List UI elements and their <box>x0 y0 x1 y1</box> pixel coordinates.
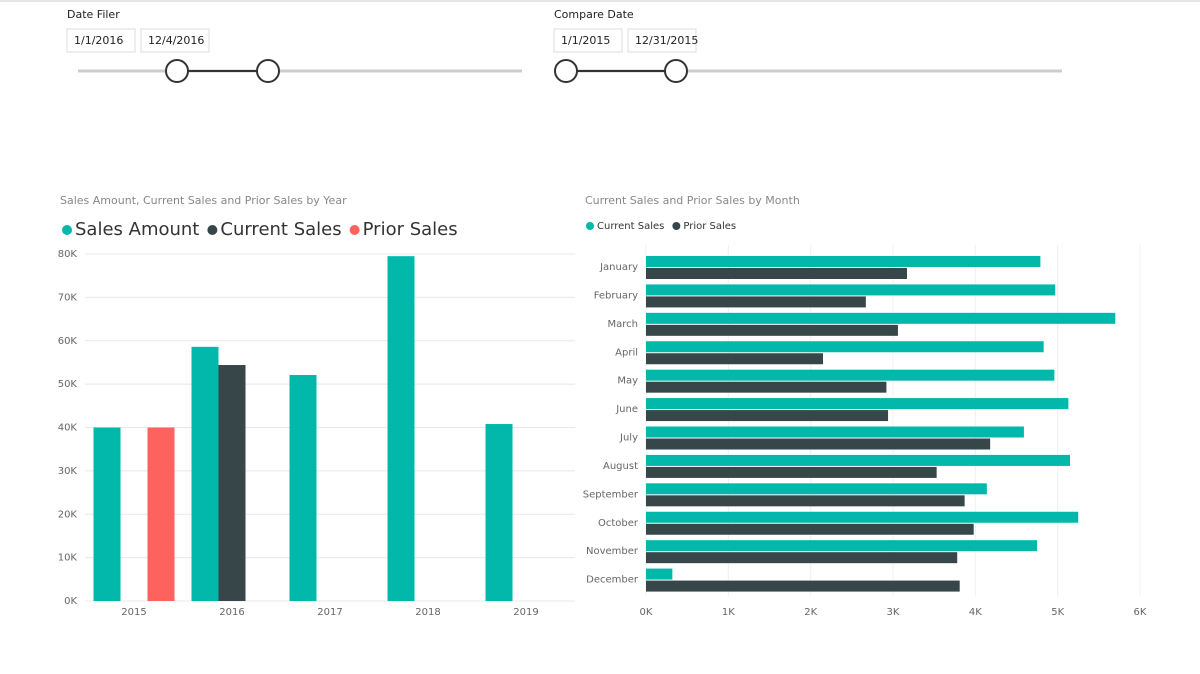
x-tick-label: 3K <box>887 607 900 618</box>
y-tick-label: December <box>586 575 639 586</box>
y-tick-label: 70K <box>58 292 78 303</box>
bar <box>387 256 415 601</box>
x-tick-label: 4K <box>969 607 982 618</box>
chart-title: Current Sales and Prior Sales by Month <box>585 194 800 207</box>
y-tick-label: May <box>617 376 638 387</box>
legend-marker <box>349 225 360 235</box>
x-tick-label: 1K <box>722 607 735 618</box>
legend-label: Current Sales <box>597 221 664 232</box>
start-date: 1/1/2016 <box>74 34 123 47</box>
date-box[interactable] <box>140 28 210 53</box>
bar <box>646 552 958 564</box>
bar <box>646 268 907 279</box>
legend-label: Prior Sales <box>363 219 458 240</box>
legend-marker <box>586 222 594 230</box>
y-tick-label: September <box>583 489 639 500</box>
start-date: 1/1/2015 <box>561 34 610 47</box>
legend-label: Prior Sales <box>683 221 736 232</box>
y-tick-label: 40K <box>58 423 78 434</box>
bar <box>646 256 1041 267</box>
x-tick-label: 2019 <box>513 607 538 618</box>
legend-marker <box>207 225 218 235</box>
slicer-title: Date Filer <box>67 8 120 21</box>
date-box[interactable] <box>553 28 623 53</box>
x-tick-label: 2016 <box>219 607 244 618</box>
bar <box>485 424 513 601</box>
y-tick-label: 0K <box>64 596 77 607</box>
bar <box>646 398 1069 410</box>
y-tick-label: April <box>615 347 638 358</box>
slider-handle[interactable] <box>664 59 688 83</box>
bar <box>218 365 246 601</box>
bar <box>646 523 974 535</box>
y-tick-label: March <box>608 319 638 330</box>
y-tick-label: 80K <box>58 249 78 260</box>
bar <box>646 568 673 580</box>
bar <box>646 312 1116 324</box>
bar <box>646 540 1038 552</box>
x-tick-label: 2018 <box>415 607 440 618</box>
y-tick-label: 30K <box>58 466 78 477</box>
bar <box>646 483 987 495</box>
end-date: 12/4/2016 <box>148 34 204 47</box>
slider-handle[interactable] <box>256 59 280 83</box>
x-tick-label: 2K <box>804 607 817 618</box>
y-tick-label: July <box>619 433 638 444</box>
bar <box>646 454 1071 466</box>
bar <box>646 438 991 450</box>
chart-title: Sales Amount, Current Sales and Prior Sa… <box>60 194 347 207</box>
bar <box>147 427 175 601</box>
bar <box>646 466 937 478</box>
y-tick-label: June <box>615 404 638 415</box>
bar <box>646 341 1044 353</box>
bar <box>646 369 1055 381</box>
x-tick-label: 0K <box>640 607 653 618</box>
y-tick-label: 50K <box>58 379 78 390</box>
bar <box>289 375 317 601</box>
y-tick-label: November <box>586 546 639 557</box>
bar <box>93 427 121 601</box>
bar <box>646 580 960 592</box>
slider-handle[interactable] <box>554 59 578 83</box>
slicer-title: Compare Date <box>554 8 634 21</box>
bar <box>646 511 1079 523</box>
x-tick-label: 2015 <box>121 607 146 618</box>
x-tick-label: 5K <box>1051 607 1064 618</box>
y-tick-label: 20K <box>58 509 78 520</box>
y-tick-label: January <box>599 262 638 273</box>
x-tick-label: 2017 <box>317 607 342 618</box>
end-date: 12/31/2015 <box>635 34 698 47</box>
legend-marker <box>672 222 681 230</box>
bar <box>646 353 824 365</box>
x-tick-label: 6K <box>1134 607 1147 618</box>
date-box[interactable] <box>627 28 697 53</box>
bar <box>646 324 898 336</box>
legend-label: Sales Amount <box>75 219 199 240</box>
y-tick-label: 10K <box>58 553 78 564</box>
y-tick-label: October <box>598 518 639 529</box>
y-tick-label: February <box>594 290 638 301</box>
date-box[interactable] <box>66 28 136 53</box>
bar <box>646 495 965 507</box>
bar <box>646 381 887 393</box>
legend-marker <box>62 225 72 235</box>
bar <box>646 426 1024 438</box>
y-tick-label: 60K <box>58 336 78 347</box>
bar <box>646 284 1056 296</box>
y-tick-label: August <box>603 461 638 472</box>
bar <box>646 410 889 422</box>
bar <box>646 296 866 308</box>
slider-handle[interactable] <box>165 59 189 83</box>
bar <box>191 346 219 601</box>
legend-label: Current Sales <box>220 219 341 240</box>
